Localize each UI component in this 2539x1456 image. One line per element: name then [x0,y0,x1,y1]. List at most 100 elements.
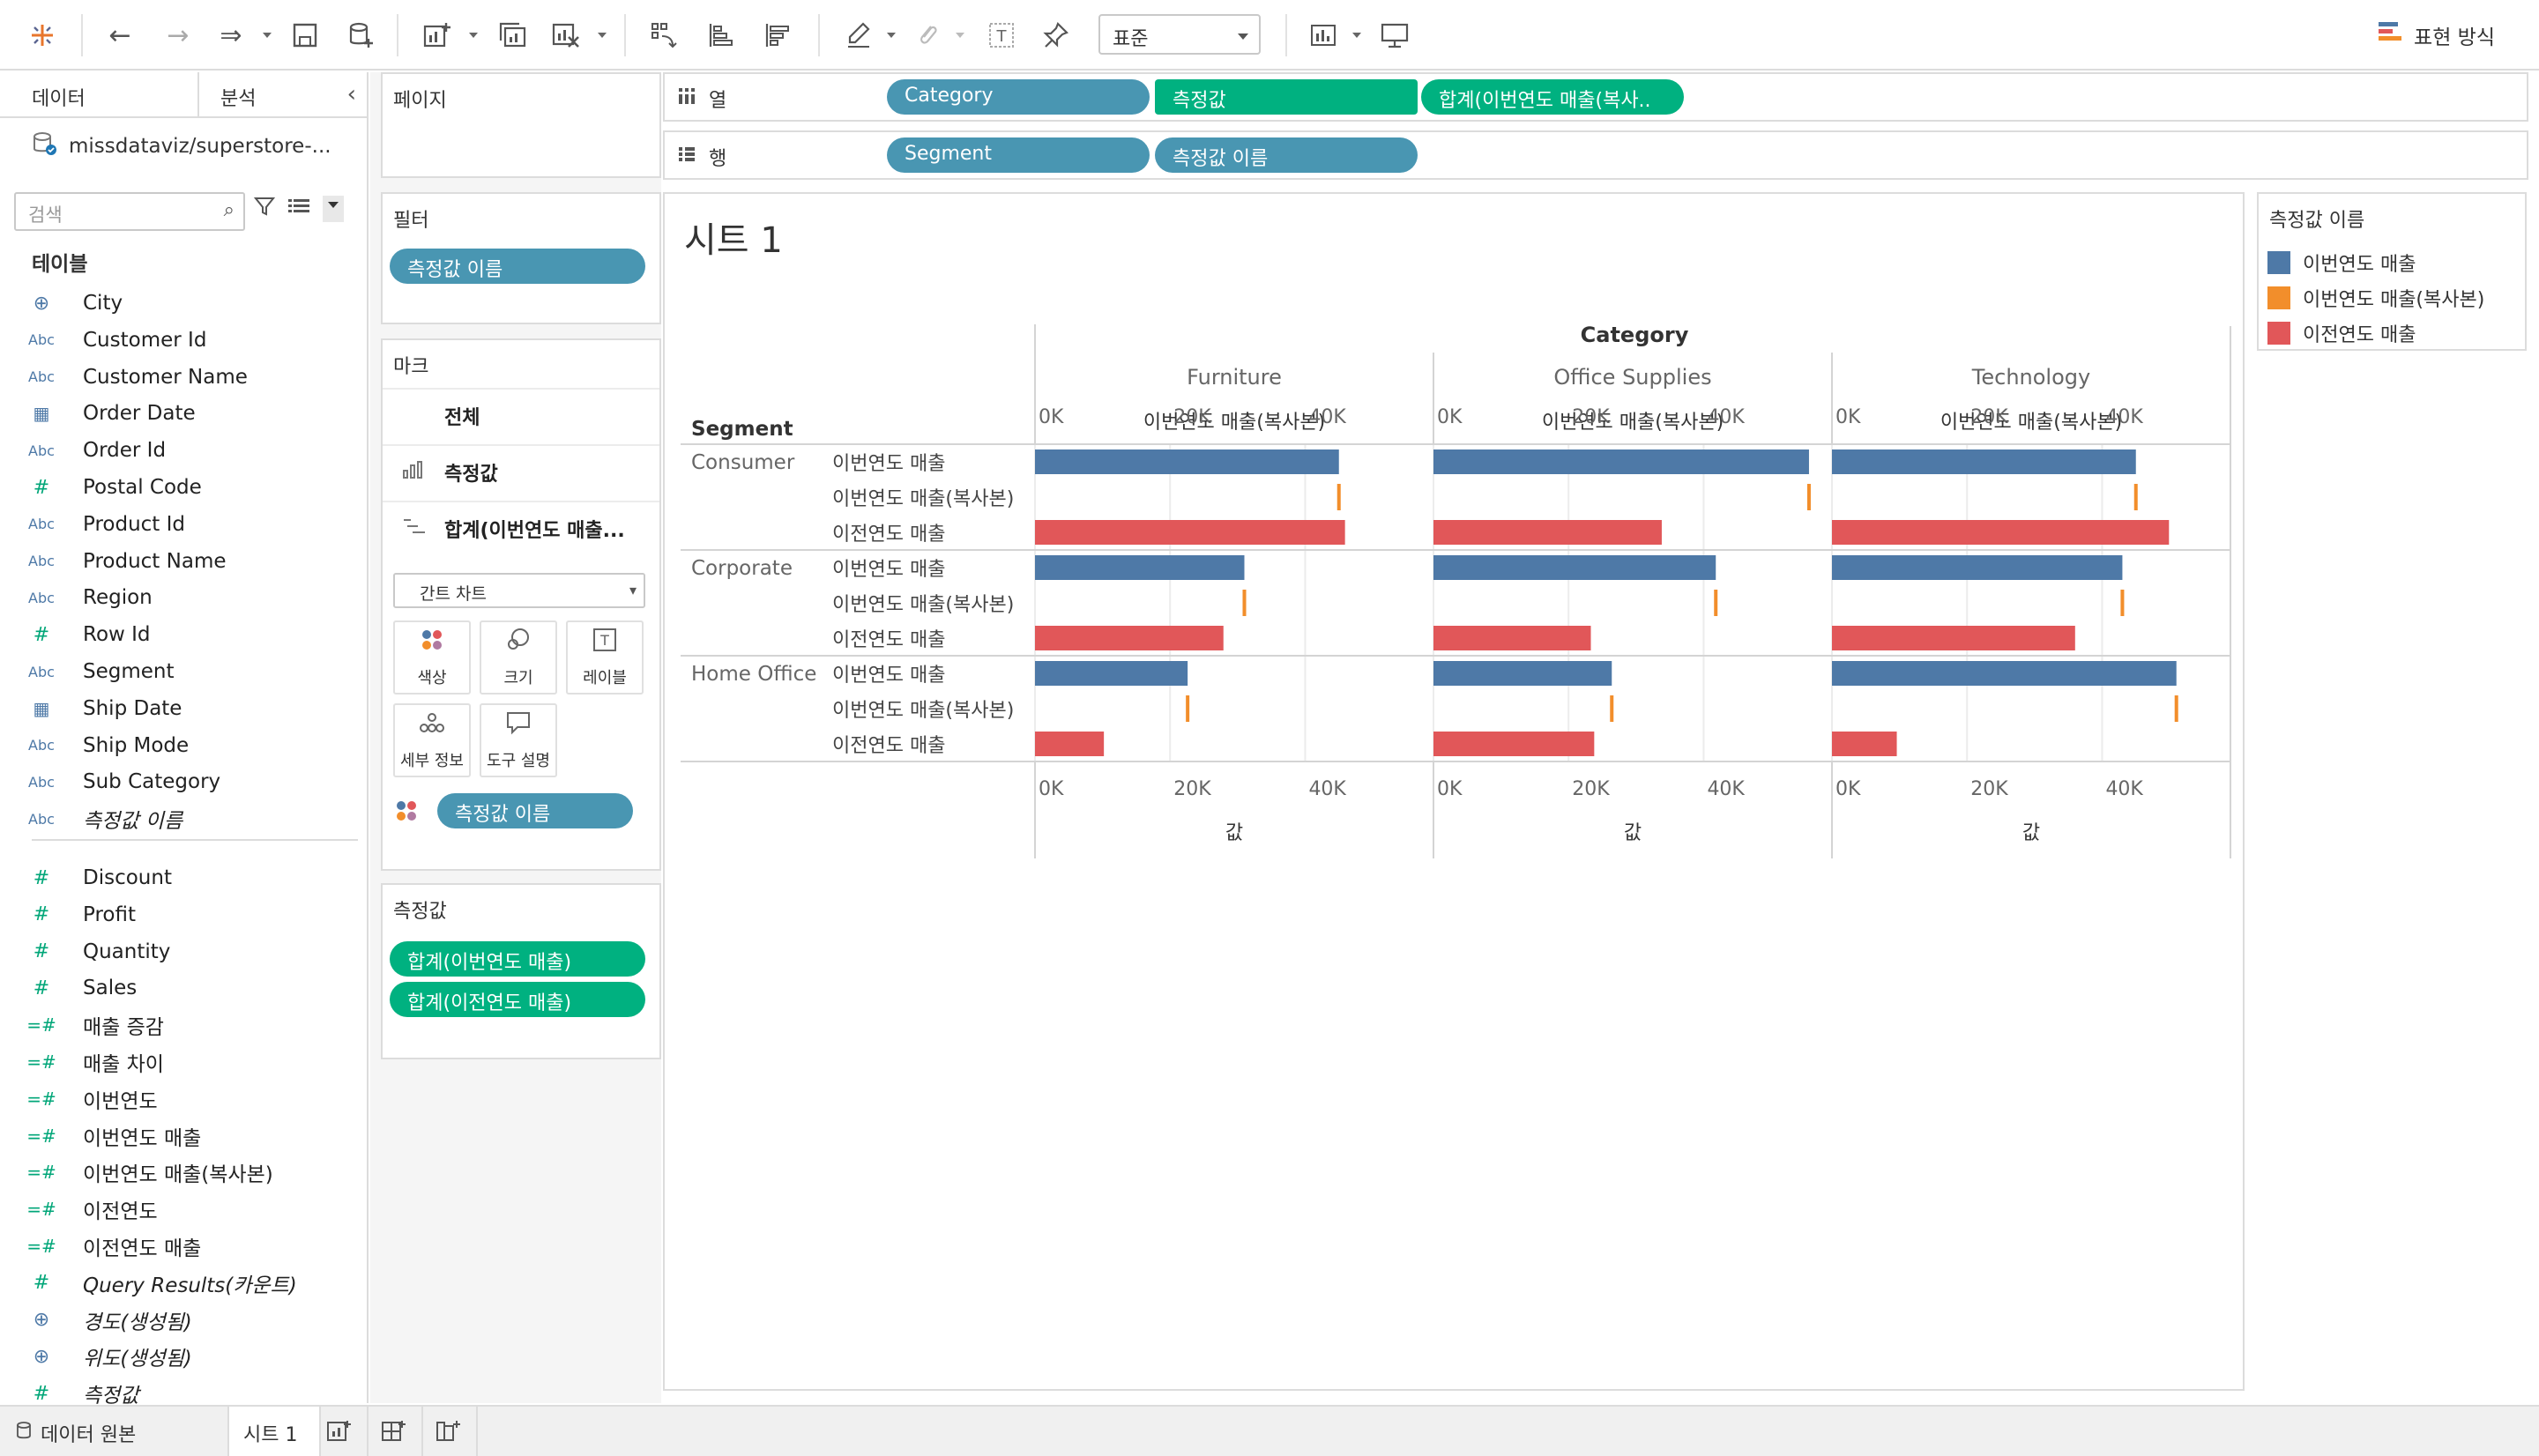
field-item[interactable]: Abc Product Name [0,544,361,579]
swap-rows-columns-icon[interactable] [645,16,684,55]
field-item[interactable]: Abc 측정값 이름 [0,801,361,836]
abc-type-icon: Abc [28,442,55,459]
chevron-down-icon[interactable] [1351,28,1363,41]
field-item[interactable]: =# 이번연도 매출 [0,1118,361,1154]
collapse-pane-icon[interactable]: ‹ [346,81,356,108]
field-item[interactable]: ⊕ 위도(생성됨) [0,1339,361,1374]
replay-icon[interactable]: ⇒ [220,19,242,51]
field-item[interactable]: Abc Segment [0,654,361,689]
field-item[interactable]: Abc Ship Mode [0,728,361,763]
field-item[interactable]: Abc Region [0,580,361,615]
rows-pill[interactable]: Segment [887,137,1150,173]
field-item[interactable]: =# 이전연도 매출 [0,1229,361,1264]
field-name: Ship Date [83,696,182,720]
sort-descending-icon[interactable] [758,16,797,55]
tab-data[interactable]: 데이터 [32,88,86,110]
presentation-mode-icon[interactable] [1375,16,1414,55]
gantt-mark [1337,484,1341,510]
color-button[interactable]: 색상 [393,620,471,695]
field-item[interactable]: ▦ Order Date [0,396,361,431]
field-item[interactable]: # Row Id [0,617,361,652]
rows-pill[interactable]: 측정값 이름 [1155,137,1418,173]
tooltip-button[interactable]: 도구 설명 [480,703,557,777]
search-input[interactable]: 검색 ⌕ [14,192,245,231]
chevron-down-icon[interactable] [954,28,966,41]
show-mark-labels-icon[interactable]: T [982,16,1021,55]
field-item[interactable]: Abc Customer Id [0,323,361,358]
marks-measure-row[interactable]: 측정값 [383,444,659,499]
chevron-down-icon[interactable] [323,196,344,222]
show-cards-icon[interactable] [1305,16,1344,55]
detail-button[interactable]: 세부 정보 [393,703,471,777]
field-item[interactable]: Abc Product Id [0,507,361,542]
field-item[interactable]: ▦ Ship Date [0,691,361,726]
color-encoding-pill[interactable]: 측정값 이름 [437,793,633,828]
field-item[interactable]: ⊕ City [0,286,361,321]
measure-value-pill[interactable]: 합계(이전연도 매출) [390,982,645,1017]
chevron-down-icon[interactable] [596,28,608,41]
new-worksheet-tab-icon[interactable] [326,1419,353,1444]
field-item[interactable]: ⊕ 경도(생성됨) [0,1303,361,1338]
field-item[interactable]: Abc Sub Category [0,764,361,799]
filter-pill[interactable]: 측정값 이름 [390,249,645,284]
legend-item[interactable]: 이전연도 매출 [2267,319,2416,347]
tab-analysis[interactable]: 분석 [220,88,257,110]
field-item[interactable]: # Quantity [0,934,361,969]
field-item[interactable]: =# 이번연도 매출(복사본) [0,1155,361,1190]
new-datasource-icon[interactable] [342,16,381,55]
group-members-icon[interactable] [908,16,947,55]
new-story-tab-icon[interactable] [436,1419,462,1444]
duplicate-sheet-icon[interactable] [494,16,532,55]
field-item[interactable]: Abc Order Id [0,433,361,468]
size-button[interactable]: 크기 [480,620,557,695]
mark-type-dropdown[interactable]: 간트 차트 ▾ [393,573,645,608]
show-me-button[interactable]: 표현 방식 [2377,19,2495,51]
legend-item[interactable]: 이번연도 매출(복사본) [2267,284,2484,312]
legend-item[interactable]: 이번연도 매출 [2267,249,2416,277]
filters-card[interactable]: 필터 측정값 이름 [381,192,661,324]
field-item[interactable]: # Discount [0,860,361,895]
field-item[interactable]: =# 이전연도 [0,1192,361,1227]
rows-shelf[interactable]: 행 Segment 측정값 이름 [663,130,2528,180]
field-item[interactable]: =# 매출 증감 [0,1007,361,1043]
clear-sheet-icon[interactable] [547,16,585,55]
measure-name-label: 이번연도 매출 [832,559,945,581]
field-item[interactable]: =# 매출 차이 [0,1044,361,1080]
measure-value-pill[interactable]: 합계(이번연도 매출) [390,941,645,977]
columns-pill[interactable]: Category [887,79,1150,115]
new-worksheet-icon[interactable] [418,16,457,55]
sheet-tab[interactable]: 시트 1 [227,1407,321,1456]
columns-shelf[interactable]: 열 Category 측정값 합계(이번연도 매출(복사.. [663,72,2528,122]
datasource-item[interactable]: missdataviz/superstore-... [32,130,331,162]
field-item[interactable]: Abc Customer Name [0,360,361,395]
tableau-logo-icon[interactable] [23,16,62,55]
field-item[interactable]: # Sales [0,970,361,1006]
sort-ascending-icon[interactable] [702,16,741,55]
field-item[interactable]: # Profit [0,897,361,932]
new-dashboard-tab-icon[interactable] [381,1419,407,1444]
chevron-down-icon[interactable] [467,28,480,41]
data-source-tab[interactable]: 데이터 원본 [16,1419,136,1447]
marks-all-row[interactable]: 전체 [383,388,659,442]
chevron-down-icon[interactable] [885,28,897,41]
field-item[interactable]: # 측정값 [0,1376,361,1411]
undo-icon[interactable]: ← [108,19,131,51]
field-name: Discount [83,866,172,889]
pin-axes-icon[interactable] [1037,16,1076,55]
columns-pill[interactable]: 측정값 [1155,79,1418,115]
pages-card[interactable]: 페이지 [381,72,661,178]
marks-sum-row[interactable]: 합계(이번연도 매출... [383,501,659,555]
num-type-icon: # [33,476,50,499]
columns-pill[interactable]: 합계(이번연도 매출(복사.. [1421,79,1684,115]
label-button[interactable]: T 레이블 [566,620,644,695]
field-item[interactable]: =# 이번연도 [0,1081,361,1117]
field-item[interactable]: # Postal Code [0,470,361,505]
fit-dropdown[interactable]: 표준 [1098,14,1261,55]
save-icon[interactable] [286,16,324,55]
field-item[interactable]: # Query Results(카운트) [0,1266,361,1301]
chevron-down-icon[interactable] [261,28,273,41]
view-list-icon[interactable] [287,196,310,222]
filter-fields-icon[interactable] [253,196,276,222]
highlight-icon[interactable] [839,16,878,55]
redo-icon[interactable]: → [167,19,190,51]
